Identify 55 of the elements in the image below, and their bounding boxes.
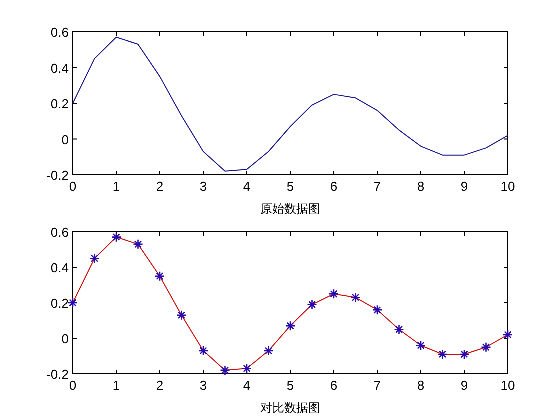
x-tick-label: 5 [286, 179, 294, 194]
y-tick-label: 0.2 [50, 96, 69, 112]
x-tick-label: 8 [417, 378, 425, 393]
x-tick-label: 6 [330, 378, 338, 393]
x-tick-label: 4 [243, 179, 251, 194]
y-tick-label: 0 [62, 332, 69, 346]
point [459, 349, 470, 360]
point [111, 232, 122, 242]
y-tick-label: 0.4 [50, 60, 69, 76]
x-axis-title: 原始数据图 [260, 202, 320, 216]
line-series [72, 36, 508, 172]
y-tick-label: 0 [62, 132, 69, 148]
y-tick-label: -0.2 [46, 168, 69, 183]
x-tick-label: 5 [286, 378, 294, 393]
x-tick-label: 1 [112, 378, 120, 393]
point [264, 346, 274, 356]
point [176, 310, 187, 321]
point [242, 364, 252, 374]
point [502, 330, 514, 340]
point [481, 342, 492, 353]
y-tick-label: 0.6 [50, 225, 69, 240]
x-tick-label: 1 [112, 179, 120, 194]
x-tick-label: 2 [156, 378, 164, 393]
x-tick-label: 10 [500, 179, 516, 194]
x-tick-label: 9 [460, 179, 468, 194]
x-tick-label: 2 [156, 179, 164, 194]
x-tick-label: 6 [330, 179, 338, 194]
point [328, 288, 340, 300]
y-tick-label: 0.6 [50, 25, 69, 40]
y-tick-label: 0.4 [50, 260, 69, 276]
y-tick-label: 0.2 [50, 296, 69, 311]
point [285, 320, 296, 332]
point [133, 239, 144, 250]
point [350, 292, 361, 303]
point [394, 324, 404, 335]
x-tick-label: 3 [200, 378, 208, 393]
x-tick-label: 7 [374, 378, 382, 393]
line-series [72, 236, 508, 371]
x-tick-label: 3 [200, 179, 208, 194]
point [416, 340, 426, 351]
y-tick-label: -0.2 [46, 367, 69, 382]
point [90, 253, 100, 264]
point [220, 365, 230, 376]
point [372, 304, 383, 316]
x-axis-title: 对比数据图 [260, 401, 320, 415]
point [68, 298, 78, 308]
point [154, 271, 166, 282]
x-tick-label: 8 [417, 179, 425, 194]
x-tick-label: 4 [243, 378, 251, 393]
point [307, 300, 318, 310]
point [198, 346, 209, 356]
x-tick-label: 9 [460, 378, 468, 393]
x-tick-label: 7 [374, 179, 382, 194]
point [438, 349, 448, 360]
x-tick-label: 10 [500, 378, 516, 393]
